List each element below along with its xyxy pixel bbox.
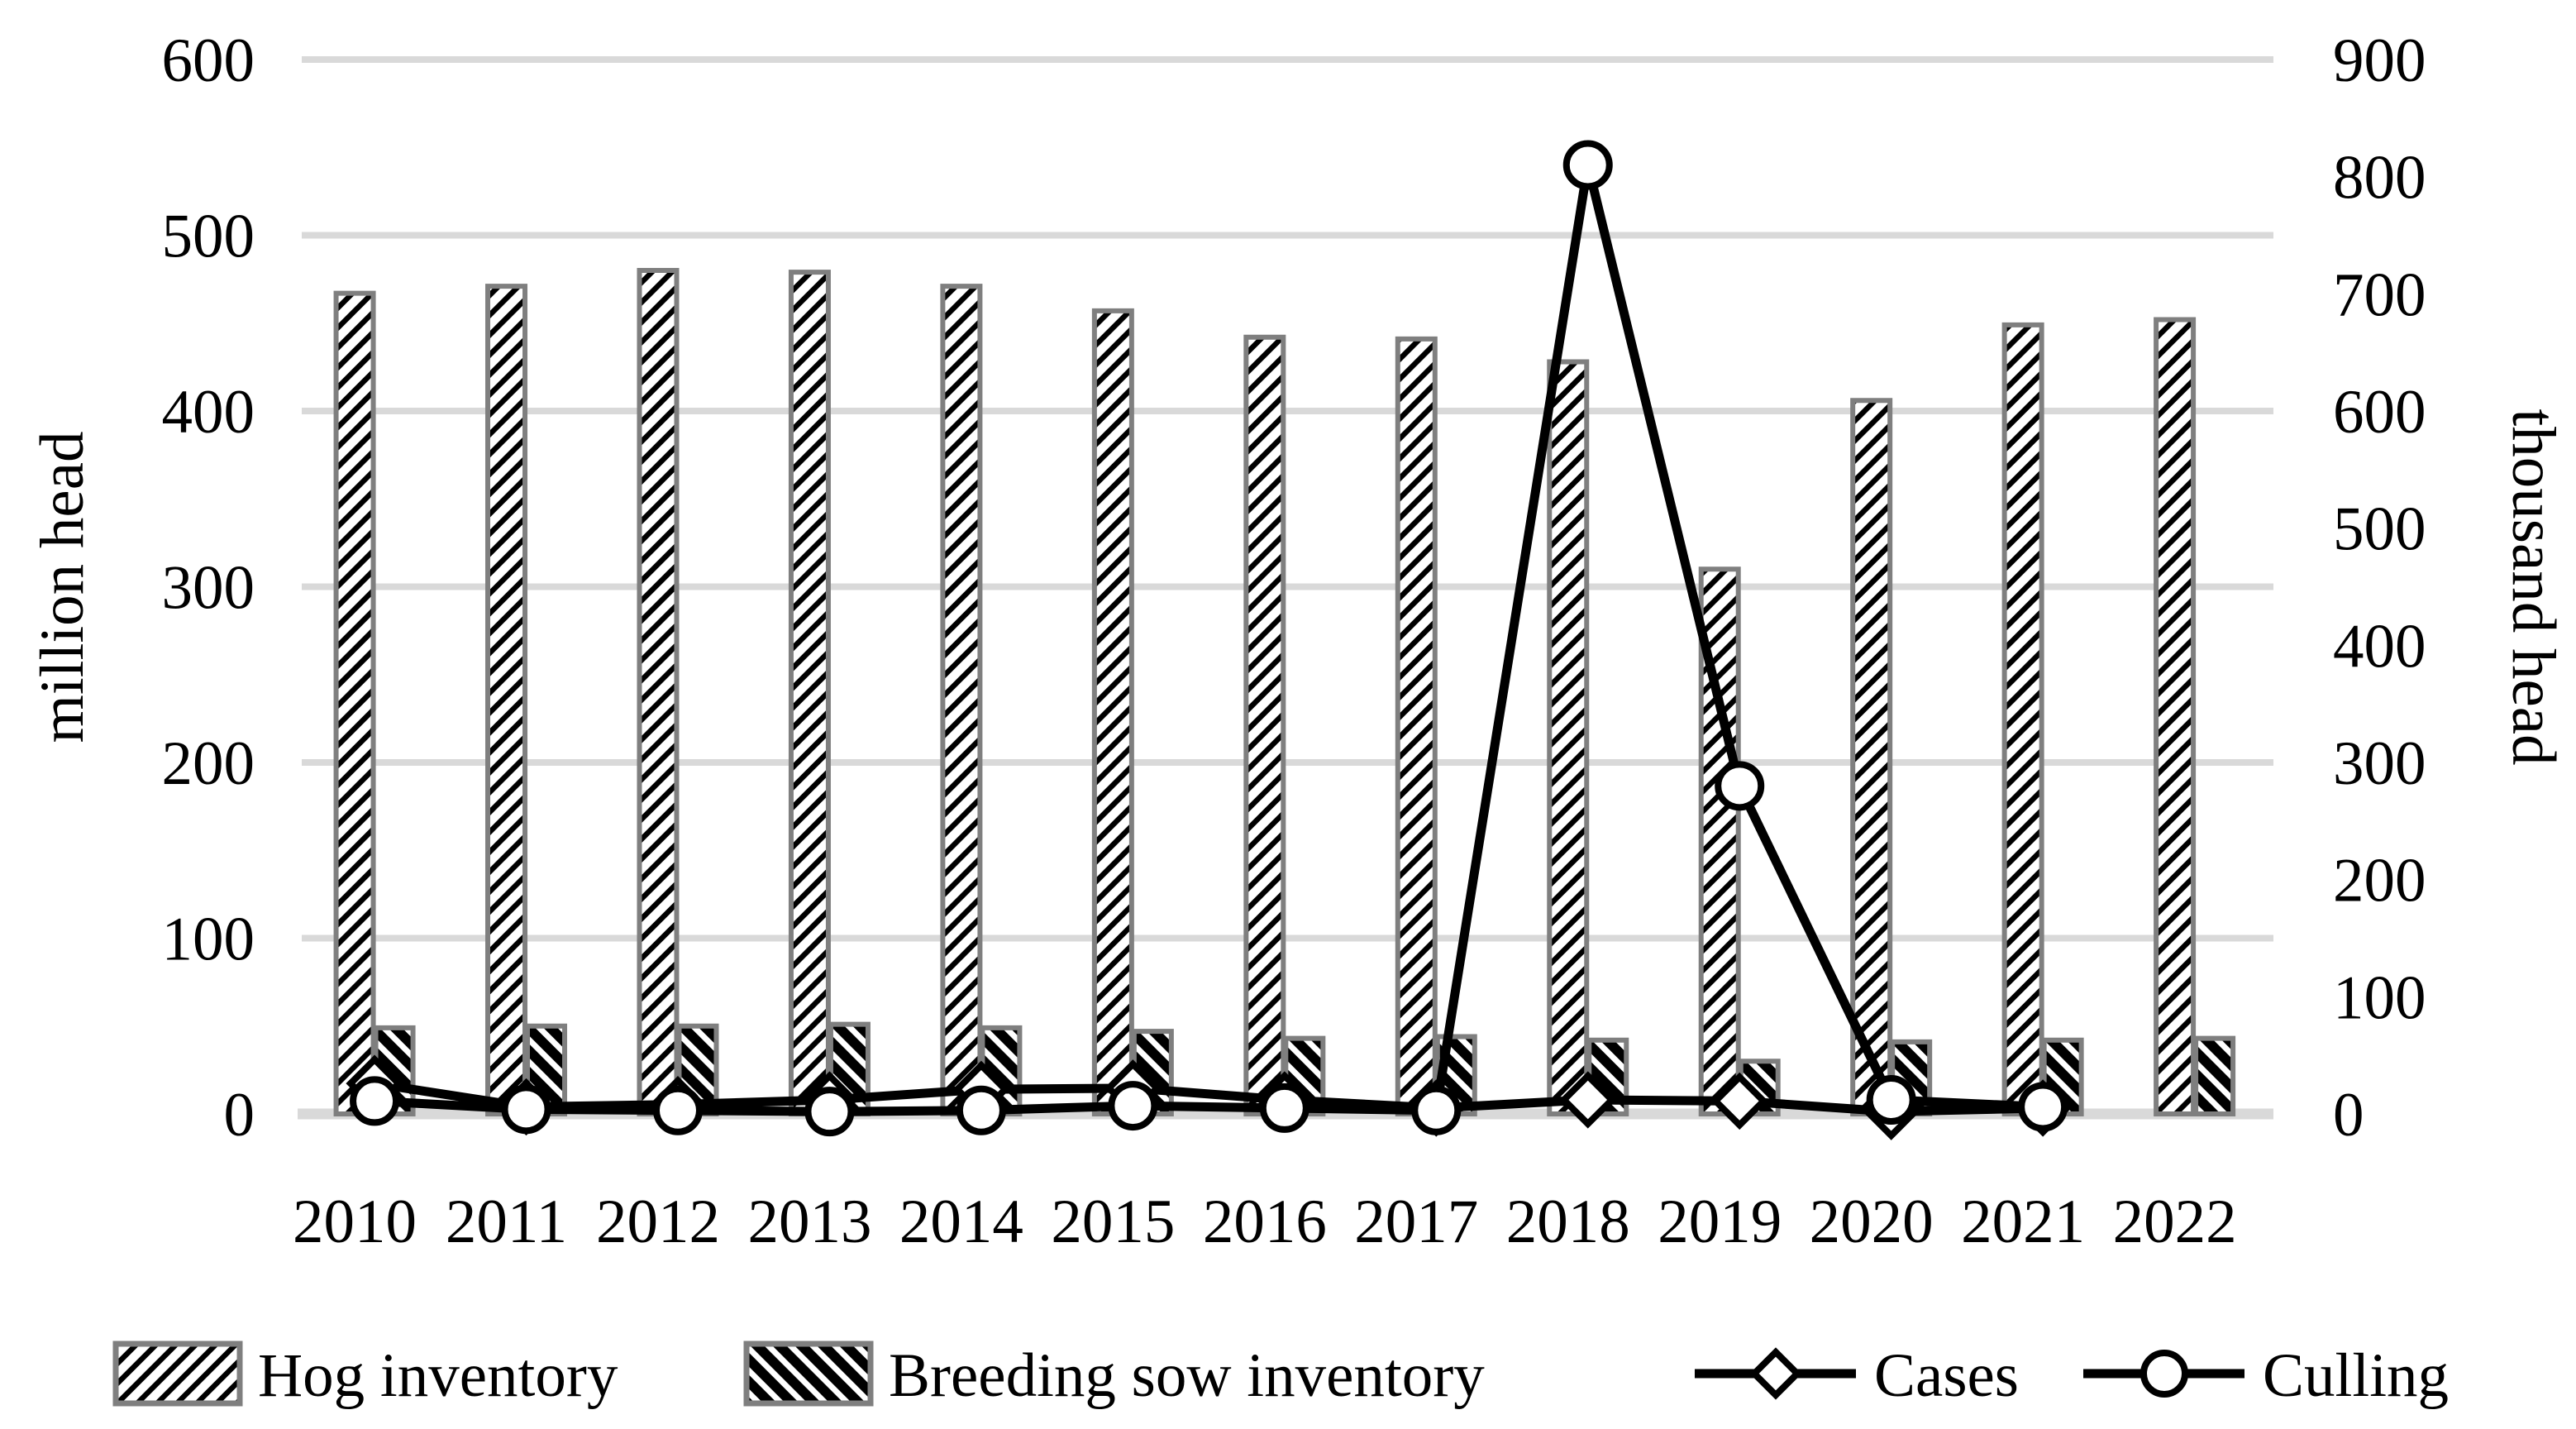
culling-marker-2019 [1715, 761, 1765, 811]
left-axis-tick-0: 0 [224, 1081, 255, 1149]
culling-marker-2017 [1411, 1085, 1462, 1135]
x-axis-label-2016: 2016 [1203, 1188, 1327, 1256]
culling-marker-2020 [1866, 1075, 1916, 1125]
culling-marker-2010 [350, 1076, 400, 1126]
right-axis-tick-400: 400 [2333, 612, 2426, 681]
right-axis-tick-200: 200 [2333, 847, 2426, 915]
x-axis-label-2020: 2020 [1810, 1188, 1934, 1256]
right-axis-tick-700: 700 [2333, 260, 2426, 329]
right-axis-tick-100: 100 [2333, 963, 2426, 1032]
culling-marker-2011 [501, 1084, 551, 1135]
x-axis-label-2019: 2019 [1658, 1188, 1782, 1256]
x-axis-label-2010: 2010 [293, 1188, 417, 1256]
culling-line [374, 160, 2044, 1116]
culling-marker-2016 [1259, 1083, 1309, 1133]
left-axis-tick-600: 600 [162, 26, 255, 95]
left-axis-tick-100: 100 [162, 906, 255, 974]
breeding-sow-bar-2022 [2193, 1035, 2236, 1116]
legend-cases-label: Cases [1874, 1341, 2019, 1410]
cases-marker-2018 [1559, 1071, 1617, 1129]
hog-inventory-bar-2021 [2001, 322, 2044, 1116]
hog-inventory-bar-2022 [2154, 317, 2197, 1116]
left-axis-tick-400: 400 [162, 378, 255, 447]
culling-marker-2013 [804, 1087, 855, 1137]
hog-inventory-bar-2012 [637, 268, 680, 1116]
x-axis-label-2015: 2015 [1051, 1188, 1175, 1256]
culling-marker-2018 [1562, 140, 1613, 190]
axis-tick-labels: 0 100 200 300 400 500 600 0 100 200 300 400 500 600 70… [162, 26, 2426, 1256]
right-axis-title: thousand head [2499, 409, 2568, 765]
x-axis-label-2017: 2017 [1354, 1188, 1478, 1256]
right-axis-tick-300: 300 [2333, 729, 2426, 798]
hog-inventory-bar-2020 [1850, 398, 1893, 1116]
legend-cases-diamond-icon [1749, 1347, 1802, 1400]
x-axis-label-2011: 2011 [446, 1188, 567, 1256]
legend-culling-circle-icon [2140, 1350, 2188, 1398]
culling-marker-2015 [1108, 1081, 1158, 1131]
cases-marker-2019 [1710, 1072, 1768, 1130]
x-axis-label-2018: 2018 [1506, 1188, 1630, 1256]
left-axis-title: million head [28, 431, 97, 743]
right-axis-tick-500: 500 [2333, 495, 2426, 564]
left-axis-tick-200: 200 [162, 729, 255, 798]
hog-inventory-bar-2015 [1091, 308, 1134, 1116]
hog-inventory-bar-2017 [1395, 336, 1438, 1116]
series-markers [346, 140, 2072, 1140]
legend-sow-swatch [743, 1341, 874, 1407]
culling-marker-2014 [956, 1085, 1006, 1135]
legend-hog-swatch [112, 1341, 243, 1407]
line-series [374, 160, 2044, 1116]
x-axis-label-2013: 2013 [747, 1188, 871, 1256]
x-axis-label-2014: 2014 [899, 1188, 1023, 1256]
hog-inventory-bar-2010 [333, 290, 376, 1116]
x-axis-label-2022: 2022 [2113, 1188, 2237, 1256]
bar-series [333, 268, 2236, 1116]
culling-marker-2021 [2018, 1082, 2068, 1132]
legend-sow-label: Breeding sow inventory [889, 1341, 1485, 1410]
hog-inventory-bar-2018 [1547, 359, 1590, 1116]
hog-inventory-bar-2016 [1243, 334, 1286, 1116]
hog-inventory-bar-2014 [940, 284, 983, 1116]
right-axis-tick-0: 0 [2333, 1081, 2364, 1149]
right-axis-tick-900: 900 [2333, 26, 2426, 95]
hog-inventory-bar-2013 [788, 270, 831, 1116]
legend-culling-label: Culling [2263, 1341, 2449, 1410]
hog-inventory-bar-2019 [1698, 566, 1741, 1116]
left-axis-tick-500: 500 [162, 203, 255, 271]
hog-inventory-bar-2011 [485, 284, 528, 1116]
x-axis-label-2012: 2012 [596, 1188, 720, 1256]
legend-hog-label: Hog inventory [258, 1341, 618, 1410]
legend: Hog inventory Breeding sow inventory Cas… [112, 1341, 2449, 1410]
left-axis-tick-300: 300 [162, 554, 255, 623]
right-axis-tick-600: 600 [2333, 378, 2426, 447]
x-axis-label-2021: 2021 [1961, 1188, 2085, 1256]
right-axis-tick-800: 800 [2333, 144, 2426, 213]
culling-marker-2012 [652, 1085, 703, 1135]
